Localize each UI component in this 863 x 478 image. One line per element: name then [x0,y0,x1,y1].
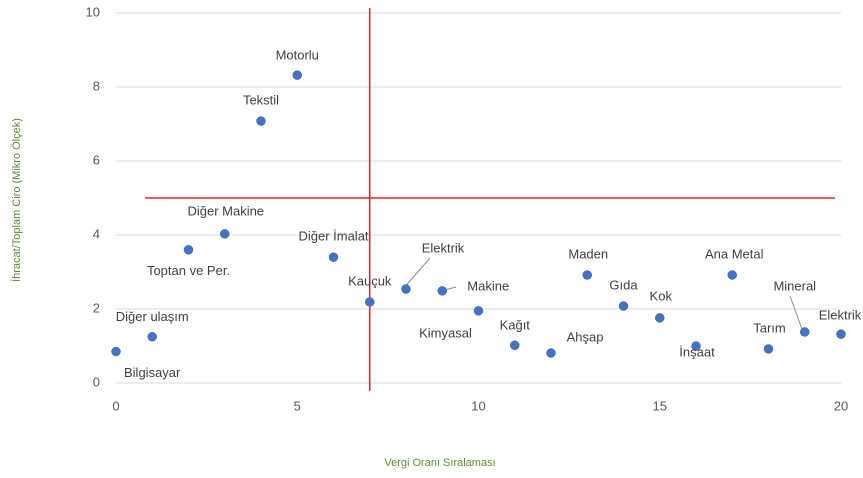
data-label: Kauçuk [348,273,392,288]
x-tick-label: 10 [471,398,485,413]
point [147,332,157,342]
y-tick-label: 2 [93,300,100,315]
point [365,297,375,307]
point [328,252,339,262]
data-label: Maden [568,246,608,261]
point [582,270,592,280]
y-tick-label: 6 [93,152,100,167]
data-label: Elektrik [422,240,465,255]
point [473,306,484,316]
data-label: Diğer Makine [187,203,264,218]
point [836,329,846,339]
x-tick-label: 15 [653,398,667,413]
point [691,341,701,351]
data-label: Ahşap [567,329,604,344]
point [763,344,774,354]
point [183,245,194,255]
x-axis-title: Vergi Oranı Sıralaması [384,457,495,469]
data-label: Ana Metal [705,246,764,261]
data-label: Tarım [753,320,786,335]
point [727,270,737,280]
data-label: Toptan ve Per. [147,263,230,278]
data-label: Kimyasal [419,325,472,340]
point [546,348,556,358]
data-label: Elektrik [819,308,862,323]
x-tick-label: 5 [294,398,301,413]
data-label: Bilgisayar [124,365,181,380]
y-tick-label: 10 [86,4,100,19]
point [800,327,810,337]
point [401,284,411,294]
point [256,116,266,126]
data-label: Kağıt [500,318,531,333]
data-label: Kok [650,288,673,303]
leader-line [789,295,804,333]
point [437,286,447,296]
y-tick-label: 8 [93,78,100,93]
data-label: Diğer İmalat [298,229,368,244]
point [510,340,520,351]
point [220,229,230,239]
data-label: Motorlu [276,48,319,63]
point [618,301,629,311]
point [111,346,121,357]
x-tick-label: 20 [834,398,848,413]
point [292,70,302,80]
data-label: Diğer ulaşım [116,309,189,324]
leader-line [402,257,431,290]
data-label: İnşaat [679,344,715,359]
y-tick-label: 0 [93,374,100,389]
y-axis-title: İhracat/Toplam Ciro (Mikro Ölçek) [10,118,23,282]
data-label: Tekstil [243,92,279,107]
data-label: Makine [467,278,509,293]
point [655,313,665,323]
y-tick-label: 4 [93,226,100,241]
data-label: Mineral [773,278,816,293]
x-tick-label: 0 [112,398,119,413]
data-label: Gıda [609,277,638,292]
